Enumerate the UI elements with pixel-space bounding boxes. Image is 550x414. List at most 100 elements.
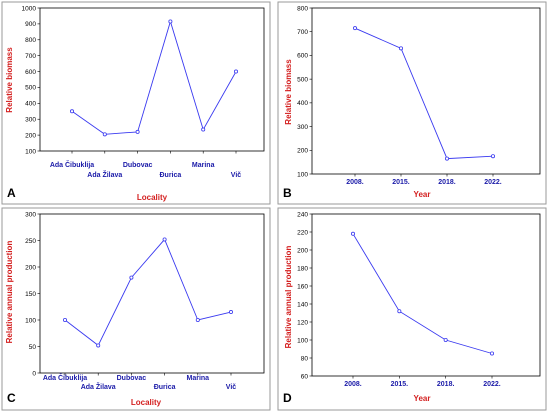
panel-c-plot-area [39, 213, 265, 374]
panel-d-label: D [283, 391, 292, 405]
panel-d-y-tick-label: 220 [297, 229, 308, 236]
panel-b-x-tick-label: 2008. [346, 179, 364, 186]
panel-b-y-tick-label: 600 [297, 53, 308, 60]
panel-b-data-point [352, 26, 357, 31]
panel-c-x-tick-label: Marina [187, 375, 210, 382]
panel-a-y-tick-label: 1000 [22, 5, 37, 12]
panel-d-x-tick-label: 2018. [437, 381, 455, 388]
panel-b-plot-area [311, 7, 541, 175]
panel-a-x-tick-label: Vič [231, 172, 241, 179]
panel-c-y-tick-label: 200 [25, 264, 36, 271]
panel-c-data-point [96, 343, 101, 348]
panel-c-label: C [7, 391, 16, 405]
panel-c-series-line [64, 238, 232, 347]
panel-d-y-axis-label: Relative annual production [284, 246, 293, 349]
panel-a-x-tick-label: Ada Čibuklija [50, 160, 94, 169]
panel-d-y-tick-label: 80 [301, 355, 309, 362]
panel-c-x-axis-label: Locality [131, 398, 162, 407]
panel-a-x-axis-label: Locality [137, 193, 168, 202]
panel-d-data-point [443, 337, 448, 342]
panel-a-data-point [70, 109, 75, 114]
panel-b-data-point [444, 156, 449, 161]
panel-b-y-tick-label: 100 [297, 171, 308, 178]
panel-c-x-tick-label: Ada Žilava [81, 382, 116, 391]
panel-b-x-axis-label: Year [414, 190, 431, 199]
panel-c-y-axis-label: Relative annual production [5, 241, 14, 344]
panel-b-y-tick-label: 400 [297, 100, 308, 107]
panel-a-y-tick-label: 900 [25, 21, 36, 28]
panel-d-data-point [489, 351, 494, 356]
panel-d-x-tick-label: 2008. [344, 381, 362, 388]
panel-d: D Year Relative annual production 60 80 10… [277, 207, 547, 411]
panel-a-y-axis-label: Relative biomass [5, 47, 14, 113]
panel-d-y-tick-label: 140 [297, 301, 308, 308]
panel-d-data-point [397, 309, 402, 314]
panel-b-data-point [398, 46, 403, 51]
panel-c-data-point [228, 310, 233, 315]
panel-a-x-tick-label: Dubovac [123, 162, 153, 169]
panel-a-x-tick-label: Ada Žilava [87, 170, 122, 179]
panel-a-y-tick-label: 800 [25, 37, 36, 44]
panel-c-data-point [129, 275, 134, 280]
panel-d-y-tick-label: 100 [297, 337, 308, 344]
panel-b-x-tick-label: 2022. [484, 179, 502, 186]
panel-a-y-tick-label: 400 [25, 101, 36, 108]
panel-c-data-point [162, 237, 167, 242]
panel-a-x-tick-label: Đurica [160, 172, 182, 179]
panel-a: A Locality Relative biomass 100 200 300 400… [1, 1, 271, 205]
panel-a-x-tick-label: Marina [192, 162, 215, 169]
panel-c-y-tick-label: 100 [25, 317, 36, 324]
panel-d-data-point [350, 231, 355, 236]
panel-d-y-tick-label: 180 [297, 265, 308, 272]
panel-a-data-point [168, 19, 173, 24]
panel-b-x-tick-label: 2018. [438, 179, 456, 186]
panel-d-plot-area [311, 213, 541, 377]
panel-a-y-tick-label: 200 [25, 132, 36, 139]
panel-b-y-tick-label: 800 [297, 5, 308, 12]
panel-c-data-point [195, 317, 200, 322]
panel-c-y-tick-label: 50 [29, 344, 37, 351]
panel-c-y-tick-label: 0 [32, 370, 36, 377]
panel-a-y-tick-label: 300 [25, 117, 36, 124]
panel-d-y-tick-label: 240 [297, 211, 308, 218]
panel-a-y-tick-label: 100 [25, 148, 36, 155]
panel-a-data-point [102, 132, 107, 137]
panel-b-data-point [490, 154, 495, 159]
panel-c-x-tick-label: Dubovac [117, 375, 147, 382]
panel-a-data-point [201, 127, 206, 132]
panel-d-y-tick-label: 160 [297, 283, 308, 290]
panel-a-y-tick-label: 500 [25, 85, 36, 92]
panel-d-y-tick-label: 60 [301, 373, 309, 380]
panel-d-series-line [352, 233, 493, 354]
panel-d-x-tick-label: 2015. [391, 381, 409, 388]
panel-a-series-line [71, 19, 237, 135]
panel-c: C Locality Relative annual production 0 5… [1, 207, 271, 411]
panel-a-data-point [135, 129, 140, 134]
panel-c-y-tick-label: 300 [25, 211, 36, 218]
panel-c-data-point [63, 317, 68, 322]
panel-c-x-tick-label: Vič [226, 384, 236, 391]
panel-c-x-tick-label: Ada Čibuklija [43, 373, 87, 382]
panel-b-series-line [354, 27, 494, 160]
panel-b-y-tick-label: 700 [297, 29, 308, 36]
panel-c-x-tick-label: Đurica [154, 384, 176, 391]
panel-d-y-tick-label: 200 [297, 247, 308, 254]
panel-d-x-tick-label: 2022. [483, 381, 501, 388]
panel-a-y-tick-label: 600 [25, 69, 36, 76]
panel-c-y-tick-label: 250 [25, 238, 36, 245]
panel-b-y-tick-label: 300 [297, 124, 308, 131]
panel-d-y-tick-label: 120 [297, 319, 308, 326]
panel-a-plot-area [39, 7, 265, 152]
panel-b-y-tick-label: 200 [297, 148, 308, 155]
panel-a-label: A [7, 186, 16, 200]
panel-b-y-tick-label: 500 [297, 76, 308, 83]
panel-a-data-point [233, 69, 238, 74]
panel-d-x-axis-label: Year [414, 394, 431, 403]
panel-a-y-tick-label: 700 [25, 53, 36, 60]
panel-b-label: B [283, 186, 292, 200]
panel-b-x-tick-label: 2015. [392, 179, 410, 186]
panel-b: B Year Relative biomass 100 200 300 400 500 6… [277, 1, 547, 205]
panel-b-y-axis-label: Relative biomass [284, 59, 293, 125]
panel-c-y-tick-label: 150 [25, 291, 36, 298]
